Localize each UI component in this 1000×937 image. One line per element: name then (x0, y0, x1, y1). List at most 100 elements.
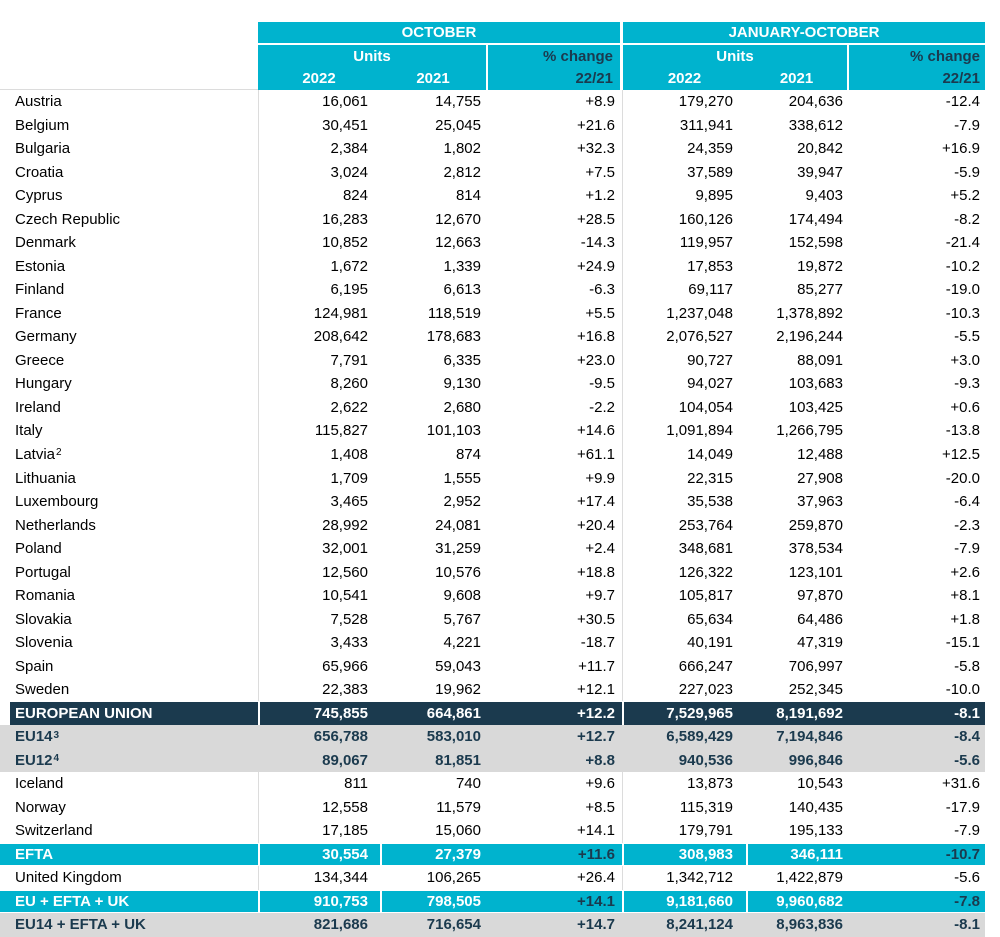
cell-ytd_2022: 90,727 (622, 348, 746, 373)
row-label-text: Iceland (15, 775, 64, 793)
cell-ytd_2022: 115,319 (622, 795, 746, 819)
cell-ytd_2022: 17,853 (622, 254, 746, 279)
cell-oct_2021: 2,952 (443, 493, 481, 511)
cell-ytd_pct: +31.6 (942, 775, 980, 793)
cell-ytd_pct: +0.6 (950, 398, 980, 416)
ytd-units-pct-divider (847, 45, 849, 90)
cell-oct_2022: 16,283 (258, 207, 380, 232)
ytd-2021-header: 2021 (779, 70, 814, 87)
summary-row: EU14 3 656,788 583,010 +12.7 6,589,429 7,194,8… (0, 724, 985, 749)
cell-oct_pct: +14.1 (577, 892, 615, 910)
row-label-text: Denmark (15, 234, 76, 252)
cell-oct_2021: 1,555 (443, 469, 481, 487)
cell-ytd_pct: -10.7 (945, 845, 980, 863)
row-label: EFTA (0, 844, 258, 866)
table-row: United Kingdom 134,344 106,265 +26.4 1,342,7… (0, 866, 985, 890)
table-row: Estonia 1,672 1,339 +24.9 17,853 19,872 -10.2 (0, 254, 985, 279)
cell-ytd_pct: -8.2 (954, 210, 980, 228)
cell-ytd_pct: -8.1 (954, 916, 980, 934)
row-label-text: Bulgaria (15, 140, 71, 158)
cell-ytd_2021: 10,543 (797, 775, 843, 793)
cell-oct_2022: 6,195 (258, 278, 380, 302)
summary-row: EU12 4 89,067 81,851 +8.8 940,536 996,846 -5.6 (0, 748, 985, 772)
summary-row: EUROPEAN UNION 745,855 664,861 +12.2 7,529,9… (10, 701, 985, 725)
cell-ytd_2022: 69,117 (622, 278, 746, 302)
row-label: Belgium (0, 114, 258, 138)
cell-oct_2022: 208,642 (258, 325, 380, 349)
cell-oct_2021: 814 (455, 187, 481, 205)
cell-ytd_2021: 338,612 (788, 116, 843, 134)
row-label-text: Latvia (15, 445, 56, 463)
cell-oct_2022: 2,622 (258, 395, 380, 420)
cell-ytd_2022: 227,023 (622, 677, 746, 702)
cell-ytd_2021: 174,494 (788, 210, 843, 228)
cell-oct_2022: 30,554 (258, 843, 380, 866)
january-october-period-header: JANUARY-OCTOBER (623, 22, 985, 43)
cell-oct_2022: 3,024 (258, 160, 380, 185)
row-label-text: Cyprus (15, 187, 63, 205)
october-2022-header: 2022 (302, 70, 336, 87)
cell-ytd_2022: 179,791 (622, 818, 746, 843)
table-row: Spain 65,966 59,043 +11.7 666,247 706,997 -5.8 (0, 654, 985, 678)
cell-ytd_2022: 348,681 (622, 536, 746, 561)
cell-ytd_2022: 104,054 (622, 395, 746, 420)
cell-ytd_2022: 65,634 (622, 607, 746, 631)
cell-oct_2021: 12,663 (435, 234, 481, 252)
cell-ytd_2022: 35,538 (622, 489, 746, 514)
cell-oct_2022: 17,185 (258, 818, 380, 843)
cell-oct_pct: +11.7 (578, 657, 615, 675)
row-label: Netherlands (0, 513, 258, 537)
cell-oct_2022: 8,260 (258, 372, 380, 396)
row-label-text: EU + EFTA + UK (15, 892, 130, 910)
ytd-units-header: Units (716, 47, 754, 65)
row-label-text: Czech Republic (15, 210, 121, 228)
october-units-header: Units (353, 47, 391, 65)
row-label: EU + EFTA + UK (0, 891, 258, 913)
cell-oct_2022: 124,981 (258, 301, 380, 326)
cell-oct_pct: +8.5 (585, 798, 615, 816)
cell-ytd_2022: 2,076,527 (622, 325, 746, 349)
cell-oct_2021: 19,962 (435, 681, 481, 699)
cell-oct_pct: -2.2 (589, 398, 615, 416)
cell-oct_2022: 1,709 (258, 466, 380, 490)
row-label: Germany (0, 325, 258, 349)
cell-oct_2022: 134,344 (258, 866, 380, 890)
cell-oct_2021: 12,670 (435, 210, 481, 228)
ytd-ratio-header: 22/21 (942, 70, 980, 87)
cell-ytd_2022: 253,764 (622, 513, 746, 537)
cell-oct_2022: 30,451 (258, 113, 380, 138)
row-label: Switzerland (0, 819, 258, 843)
cell-oct_pct: -18.7 (580, 634, 615, 652)
row-label: Croatia (0, 161, 258, 185)
table-row: Sweden 22,383 19,962 +12.1 227,023 252,345 -10… (0, 677, 985, 702)
cell-oct_pct: +14.1 (577, 822, 615, 840)
cell-oct_2022: 3,465 (258, 489, 380, 514)
cell-oct_2021: 2,680 (443, 398, 481, 416)
cell-ytd_2022: 9,895 (622, 184, 746, 208)
cell-oct_2021: 31,259 (435, 540, 481, 558)
cell-ytd_pct: +12.5 (942, 445, 980, 463)
cell-ytd_pct: -10.2 (945, 257, 980, 275)
row-label: EU14 3 (15, 728, 60, 746)
cell-ytd_pct: +1.8 (950, 610, 980, 628)
cell-ytd_pct: +5.2 (950, 187, 980, 205)
cell-ytd_pct: +2.6 (950, 563, 980, 581)
cell-oct_pct: -6.3 (589, 281, 615, 299)
cell-ytd_pct: -20.0 (945, 469, 980, 487)
cell-ytd_2021: 47,319 (797, 634, 843, 652)
cell-ytd_2021: 996,846 (788, 751, 843, 769)
cell-oct_pct: -9.5 (589, 375, 615, 393)
summary-row: EFTA 30,554 27,379 +11.6 308,983 346,111 -10.7 (0, 842, 985, 867)
country-column-underline (0, 89, 258, 90)
cell-oct_2021: 1,339 (443, 257, 481, 275)
row-label-text: Slovenia (15, 634, 73, 652)
cell-ytd_2021: 103,425 (788, 398, 843, 416)
row-label: Hungary (0, 372, 258, 396)
cell-oct_pct: +26.4 (577, 869, 615, 887)
cell-oct_2021: 81,851 (435, 751, 481, 769)
cell-ytd_2022: 14,049 (622, 442, 746, 467)
cell-oct_pct: +20.4 (577, 516, 615, 534)
cell-ytd_pct: -10.3 (945, 304, 980, 322)
cell-oct_2022: 3,433 (258, 630, 380, 655)
cell-ytd_2021: 64,486 (797, 610, 843, 628)
